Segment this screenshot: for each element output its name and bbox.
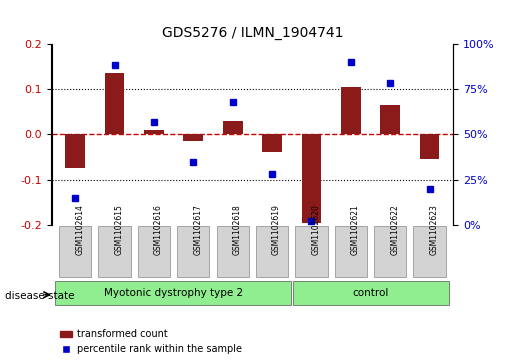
Text: GSM1102623: GSM1102623 xyxy=(430,204,439,255)
Text: GSM1102615: GSM1102615 xyxy=(114,204,124,255)
FancyBboxPatch shape xyxy=(414,226,445,277)
Bar xyxy=(302,134,321,223)
Text: control: control xyxy=(352,288,389,298)
FancyBboxPatch shape xyxy=(59,226,91,277)
Bar xyxy=(420,134,439,159)
Text: GSM1102622: GSM1102622 xyxy=(390,204,399,255)
Bar xyxy=(341,87,360,134)
Text: GSM1102620: GSM1102620 xyxy=(312,204,320,255)
Bar xyxy=(183,134,203,141)
Bar xyxy=(381,105,400,134)
Text: GSM1102617: GSM1102617 xyxy=(193,204,202,255)
Legend: transformed count, percentile rank within the sample: transformed count, percentile rank withi… xyxy=(56,326,246,358)
FancyBboxPatch shape xyxy=(295,226,328,277)
Text: GSM1102618: GSM1102618 xyxy=(233,204,242,255)
FancyBboxPatch shape xyxy=(98,226,131,277)
FancyBboxPatch shape xyxy=(374,226,406,277)
Bar xyxy=(65,134,85,168)
Bar xyxy=(223,121,243,134)
Bar xyxy=(144,130,164,134)
FancyBboxPatch shape xyxy=(138,226,170,277)
FancyBboxPatch shape xyxy=(256,226,288,277)
Bar xyxy=(262,134,282,152)
Text: GSM1102616: GSM1102616 xyxy=(154,204,163,255)
Text: disease state: disease state xyxy=(5,291,75,301)
FancyBboxPatch shape xyxy=(56,281,291,305)
FancyBboxPatch shape xyxy=(293,281,449,305)
Text: GSM1102619: GSM1102619 xyxy=(272,204,281,255)
FancyBboxPatch shape xyxy=(216,226,249,277)
Text: GSM1102614: GSM1102614 xyxy=(75,204,84,255)
Bar xyxy=(105,73,124,134)
FancyBboxPatch shape xyxy=(177,226,210,277)
Title: GDS5276 / ILMN_1904741: GDS5276 / ILMN_1904741 xyxy=(162,26,343,40)
Text: Myotonic dystrophy type 2: Myotonic dystrophy type 2 xyxy=(104,288,243,298)
Text: GSM1102621: GSM1102621 xyxy=(351,204,360,255)
FancyBboxPatch shape xyxy=(335,226,367,277)
